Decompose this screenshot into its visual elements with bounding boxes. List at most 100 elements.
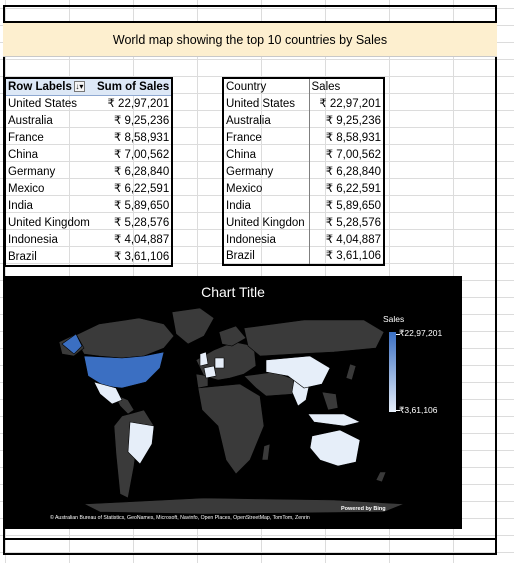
pivot-country[interactable]: Mexico [8,183,45,195]
table-row: Indonesia ₹ 4,04,887 [223,231,384,248]
sales-cell[interactable]: ₹ 9,25,236 [308,112,384,129]
sheet-title: World map showing the top 10 countries b… [112,32,388,47]
pivot-country[interactable]: China [8,149,39,161]
pivot-sales[interactable]: ₹ 6,22,591 [113,183,170,195]
pivot-sales[interactable]: ₹ 5,89,650 [113,200,170,212]
powered-by-bing: Powered by Bing [341,506,386,512]
country-cell[interactable]: United States [226,97,296,110]
map-japan [345,363,357,381]
pivot-country[interactable]: Germany [8,166,56,178]
legend-max-tick [396,334,400,335]
pivot-sales[interactable]: ₹ 7,00,562 [113,149,170,161]
country-cell[interactable]: Germany [226,165,274,178]
map-alaska-us [61,333,83,355]
sales-cell[interactable]: ₹ 7,00,562 [308,146,384,163]
copy-header-row: Country Sales [223,78,384,95]
country-cell[interactable]: Brazil [226,250,255,262]
country-cell[interactable]: France [226,131,262,144]
map-africa [197,383,265,475]
table-row: Germany ₹ 6,28,840 [5,164,172,181]
pivot-sales[interactable]: ₹ 9,25,236 [113,115,170,127]
sales-cell[interactable]: ₹ 6,28,840 [308,163,384,180]
country-header[interactable]: Country [226,81,267,93]
table-row: United Kingdom ₹ 5,28,576 [5,215,172,232]
sales-cell[interactable]: ₹ 5,28,576 [308,214,384,231]
map-antarctica [82,497,405,515]
map-mexico [93,381,123,405]
sales-cell[interactable]: ₹ 22,97,201 [308,95,384,112]
pivot-country[interactable]: United States [8,98,78,111]
table-row: India ₹ 5,89,650 [223,197,384,214]
map-madagascar [261,443,271,461]
table-row: Mexico ₹ 6,22,591 [5,181,172,198]
country-cell[interactable]: China [226,148,257,161]
pivot-sales[interactable]: ₹ 4,04,887 [113,234,170,246]
sales-cell[interactable]: ₹ 5,89,650 [308,197,384,214]
pivot-country[interactable]: United Kingdom [8,217,90,229]
pivot-country[interactable]: Australia [8,115,53,127]
pivot-country[interactable]: Indonesia [8,234,58,246]
map-brazil [127,421,155,465]
pivot-country[interactable]: India [8,200,33,212]
table-row: United States ₹ 22,97,201 [223,95,384,112]
sales-header[interactable]: Sales [308,78,384,95]
row-labels-header[interactable]: Row Labels ↓▾ [5,78,95,96]
table-row: Germany ₹ 6,28,840 [223,163,384,180]
bottom-divider [5,538,495,540]
pivot-sales[interactable]: ₹ 8,58,931 [113,132,170,144]
pivot-sales[interactable]: ₹ 3,61,106 [113,250,170,263]
table-row: France ₹ 8,58,931 [5,130,172,147]
table-row: Australia ₹ 9,25,236 [5,113,172,130]
map-china [265,355,331,389]
table-row: Brazil ₹ 3,61,106 [5,249,172,266]
map-canada [73,317,175,359]
country-cell[interactable]: Mexico [226,182,263,195]
table-row: Mexico ₹ 6,22,591 [223,180,384,197]
table-row: China ₹ 7,00,562 [223,146,384,163]
sales-cell[interactable]: ₹ 3,61,106 [308,248,384,265]
country-sales-table[interactable]: Country Sales United States ₹ 22,97,201 A… [222,77,385,266]
sheet-title-cell[interactable]: World map showing the top 10 countries b… [3,21,497,57]
legend-title: Sales [383,314,405,324]
country-cell[interactable]: United Kingdon [226,216,305,229]
pivot-sales[interactable]: ₹ 22,97,201 [107,98,170,111]
country-cell[interactable]: Indonesia [226,233,276,246]
map-new-zealand [375,471,387,483]
table-row: United States ₹ 22,97,201 [5,96,172,113]
map-indonesia [307,413,361,427]
pivot-sales[interactable]: ₹ 5,28,576 [113,217,170,229]
sales-cell[interactable]: ₹ 6,22,591 [308,180,384,197]
legend-max-label: ₹22,97,201 [399,328,443,338]
country-cell[interactable]: India [226,199,251,212]
map-germany [214,357,225,369]
sum-of-sales-header[interactable]: Sum of Sales [95,78,173,96]
map-france [203,365,217,379]
pivot-country[interactable]: Brazil [8,250,37,263]
map-united-states [83,351,165,389]
map-russia [243,319,385,357]
table-row: France ₹ 8,58,931 [223,129,384,146]
table-row: Australia ₹ 9,25,236 [223,112,384,129]
sales-cell[interactable]: ₹ 8,58,931 [308,129,384,146]
map-chart[interactable]: Chart Title Sales ₹22,97,201 ₹3,61,106 P… [4,276,462,529]
legend-color-scale [389,332,396,412]
pivot-country[interactable]: France [8,132,44,144]
map-scandinavia [218,325,247,347]
map-greenland [171,307,215,345]
world-map [58,307,405,515]
table-row: India ₹ 5,89,650 [5,198,172,215]
legend-min-label: ₹3,61,106 [399,405,438,415]
chart-title[interactable]: Chart Title [201,284,265,300]
country-cell[interactable]: Australia [226,114,271,127]
map-australia [309,429,361,467]
map-attribution: © Australian Bureau of Statistics, GeoNa… [50,515,310,521]
pivot-sales[interactable]: ₹ 6,28,840 [113,166,170,178]
legend-min-tick [396,410,400,411]
pivot-header-row: Row Labels ↓▾ Sum of Sales [5,78,173,96]
filter-sort-icon[interactable]: ↓▾ [73,81,85,93]
pivot-table[interactable]: Row Labels ↓▾ Sum of Sales United States ₹… [4,77,174,267]
sales-cell[interactable]: ₹ 4,04,887 [308,231,384,248]
table-row: United Kingdon ₹ 5,28,576 [223,214,384,231]
table-row: Brazil ₹ 3,61,106 [223,248,384,265]
map-united-kingdom [199,351,209,367]
